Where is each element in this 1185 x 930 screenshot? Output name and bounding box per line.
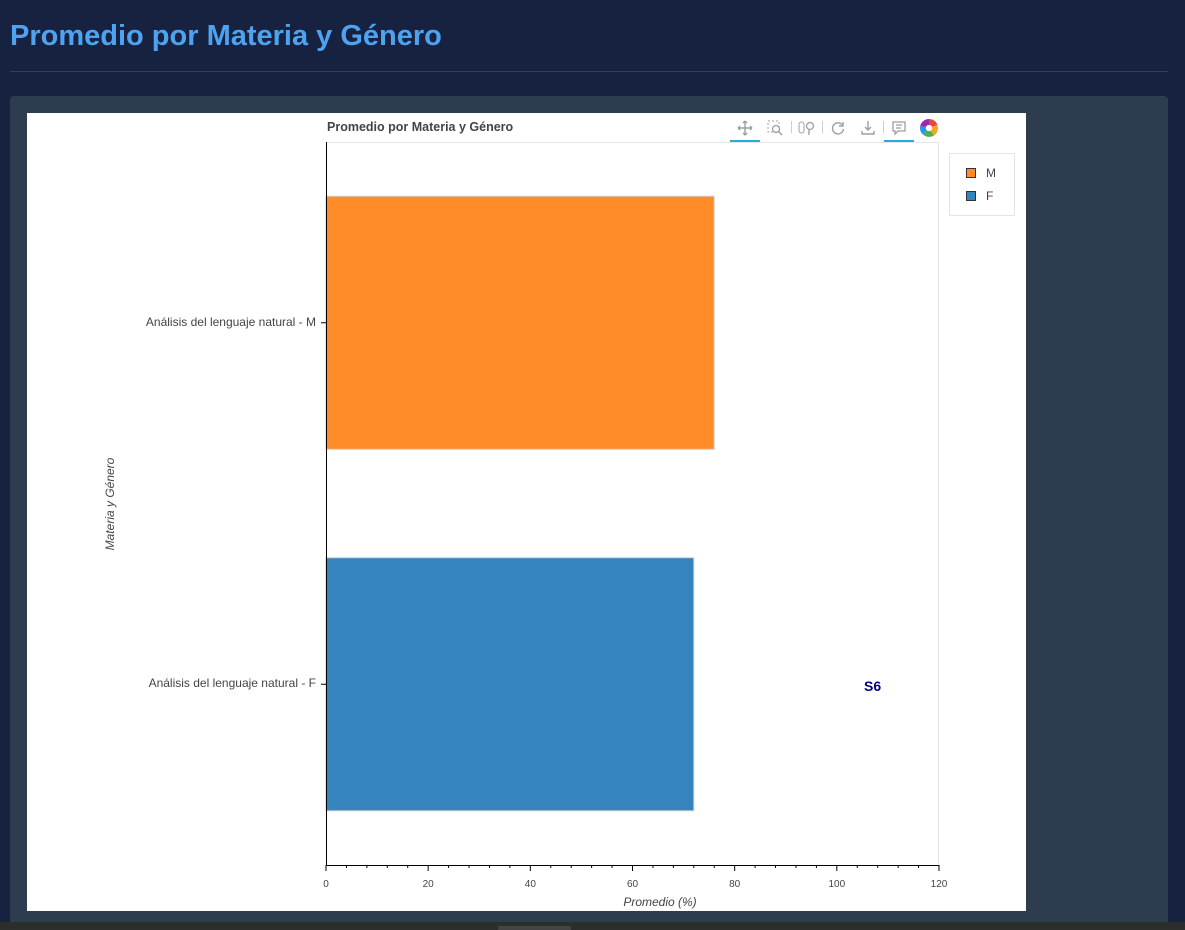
reset-icon[interactable] [823,116,853,140]
pan-icon[interactable] [730,116,760,142]
legend-swatch-m [966,167,976,178]
wheel-zoom-icon[interactable] [792,116,822,140]
legend-item-m[interactable]: M [966,166,996,180]
x-tick-label: 0 [323,879,329,890]
y-tick-label: Análisis del lenguaje natural - M [145,314,316,329]
legend-label-m: M [986,166,996,180]
x-tick-label: 20 [423,879,435,890]
chart-legend[interactable]: M F [949,153,1015,216]
page-title: Promedio por Materia y Género [10,20,442,52]
box-zoom-icon[interactable] [760,116,790,140]
legend-swatch-f [966,190,976,201]
y-axis-title: Materia y Género [103,457,117,551]
chart-title: Promedio por Materia y Género [327,120,514,134]
legend-item-f[interactable]: F [966,189,993,203]
bokeh-logo-icon[interactable] [919,118,939,138]
x-tick-label: 120 [931,879,948,890]
annotation-label: S6 [864,678,882,694]
hover-icon[interactable] [884,116,914,142]
legend-label-f: F [986,189,994,203]
x-tick-label: 100 [828,879,845,890]
x-axis-title: Promedio (%) [623,895,697,909]
toolbar-separator [822,121,823,133]
bottom-strip [0,922,1185,930]
x-tick-label: 80 [729,879,741,890]
x-tick-label: 40 [525,879,537,890]
x-tick-label: 60 [627,879,639,890]
toolbar-separator [791,121,792,133]
y-tick-label: Análisis del lenguaje natural - F [148,676,316,691]
bar-0[interactable] [325,195,715,450]
scroll-tab[interactable] [498,926,571,930]
title-divider [10,71,1168,72]
save-icon[interactable] [853,116,883,140]
bar-1[interactable] [325,557,695,812]
toolbar-separator [883,121,884,133]
plot-area[interactable] [326,142,939,865]
